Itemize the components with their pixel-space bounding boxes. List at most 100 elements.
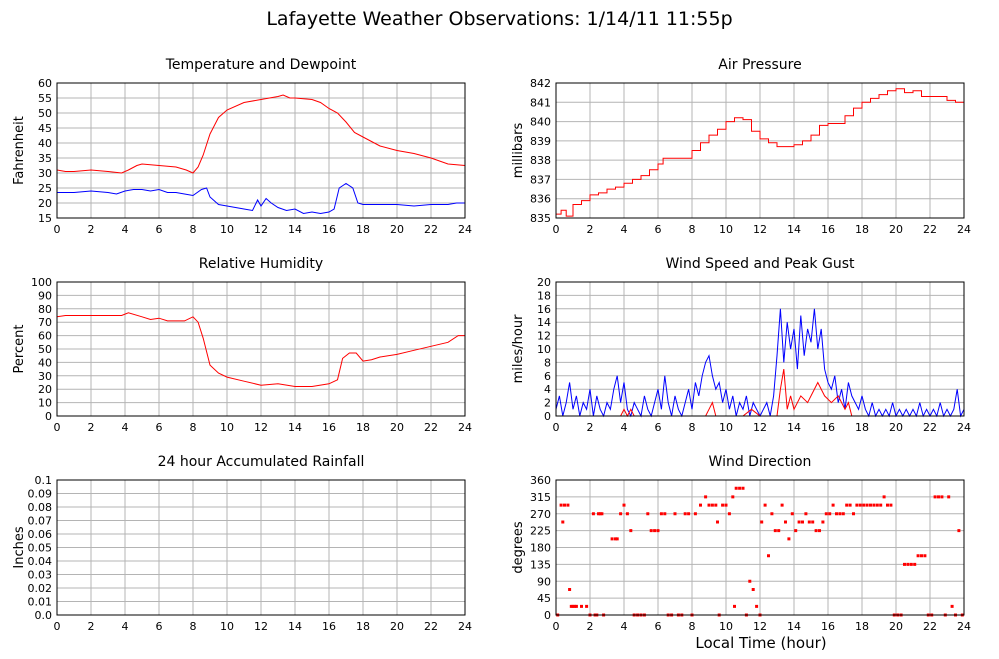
y-axis-label: miles/hour — [511, 314, 526, 383]
data-point — [571, 604, 575, 608]
x-tick-label: 6 — [655, 223, 662, 236]
data-point — [882, 495, 886, 499]
data-point — [790, 512, 794, 516]
y-tick-label: 8 — [544, 356, 551, 369]
x-tick-label: 18 — [356, 223, 370, 236]
data-point — [559, 503, 563, 507]
data-point — [649, 529, 653, 533]
x-tick-label: 16 — [821, 223, 835, 236]
data-point — [937, 495, 940, 499]
y-tick-label: 10 — [38, 397, 52, 410]
data-point — [659, 512, 663, 516]
data-point — [625, 512, 629, 516]
chart-title: Temperature and Dewpoint — [165, 57, 357, 73]
chart-title: Relative Humidity — [199, 256, 323, 272]
plot-frame — [555, 479, 965, 616]
x-tick-label: 18 — [855, 421, 869, 434]
page-title: Lafayette Weather Observations: 1/14/11 … — [266, 8, 733, 30]
y-tick-label: 100 — [31, 276, 52, 289]
y-tick-label: 45 — [537, 592, 551, 605]
x-tick-label: 10 — [719, 620, 733, 633]
x-tick-label: 20 — [889, 620, 903, 633]
x-tick-label: 0 — [54, 223, 61, 236]
x-tick-label: 4 — [621, 223, 628, 236]
data-point — [916, 554, 920, 558]
y-tick-label: 25 — [38, 182, 52, 195]
chart-title: Air Pressure — [718, 57, 801, 73]
y-tick-label: 14 — [537, 316, 551, 329]
y-tick-label: 0.06 — [28, 528, 53, 541]
data-point — [858, 503, 862, 507]
x-tick-label: 10 — [719, 421, 733, 434]
y-tick-label: 30 — [38, 370, 52, 383]
data-point — [748, 579, 752, 583]
x-tick-label: 24 — [957, 421, 971, 434]
y-tick-label: 2 — [544, 397, 551, 410]
y-tick-label: 0.04 — [28, 555, 53, 568]
data-point — [566, 503, 570, 507]
data-point — [828, 512, 832, 516]
data-point — [835, 512, 838, 516]
y-tick-label: 360 — [530, 474, 551, 487]
plot-frame — [56, 281, 466, 417]
data-point — [610, 537, 614, 541]
data-point — [573, 604, 577, 608]
y-tick-label: 0.03 — [28, 569, 53, 582]
data-point — [906, 562, 910, 566]
data-point — [733, 604, 736, 608]
y-tick-label: 18 — [537, 289, 551, 302]
plot-frame — [56, 479, 466, 616]
data-point — [780, 503, 784, 507]
data-point — [710, 503, 714, 507]
y-tick-label: 841 — [530, 96, 551, 109]
x-tick-label: 22 — [923, 620, 937, 633]
series-line-0 — [556, 88, 965, 217]
x-tick-label: 18 — [855, 223, 869, 236]
x-tick-label: 16 — [322, 421, 336, 434]
x-tick-label: 6 — [655, 620, 662, 633]
x-tick-label: 0 — [553, 223, 560, 236]
x-tick-label: 4 — [122, 620, 129, 633]
y-tick-label: 60 — [38, 330, 52, 343]
data-point — [646, 512, 650, 516]
y-tick-label: 0 — [544, 410, 551, 423]
x-tick-label: 8 — [190, 421, 197, 434]
y-tick-label: 15 — [38, 212, 52, 225]
data-point — [855, 503, 859, 507]
data-point — [777, 529, 781, 533]
data-point — [755, 604, 759, 608]
data-point — [852, 512, 855, 516]
data-point — [787, 537, 791, 541]
x-tick-label: 16 — [821, 421, 835, 434]
data-point — [940, 495, 944, 499]
x-tick-label: 6 — [156, 223, 163, 236]
x-tick-label: 18 — [356, 421, 370, 434]
x-tick-label: 2 — [88, 620, 95, 633]
data-point — [622, 503, 626, 507]
rainfall-chart: 0 2 4 6 8 10 12 14 16 18 20 22 240.00.010.020.030.04… — [12, 454, 472, 633]
x-tick-label: 16 — [322, 223, 336, 236]
x-tick-label: 12 — [254, 223, 268, 236]
y-tick-label: 0.09 — [28, 488, 53, 501]
y-tick-label: 0.05 — [28, 542, 53, 555]
x-tick-label: 20 — [390, 620, 404, 633]
data-point — [563, 503, 566, 507]
x-tick-label: 22 — [424, 620, 438, 633]
y-tick-label: 90 — [38, 289, 52, 302]
x-tick-label: 22 — [923, 421, 937, 434]
data-point — [879, 503, 883, 507]
y-tick-label: 40 — [38, 356, 52, 369]
data-point — [707, 503, 711, 507]
series-line-1 — [57, 182, 465, 215]
x-tick-label: 22 — [923, 223, 937, 236]
y-tick-label: 60 — [38, 77, 52, 90]
data-point — [848, 503, 852, 507]
y-tick-label: 55 — [38, 92, 52, 105]
data-point — [814, 529, 818, 533]
y-tick-label: 836 — [530, 193, 551, 206]
data-point — [751, 588, 755, 591]
y-tick-label: 0.0 — [35, 609, 53, 622]
data-point — [585, 604, 589, 608]
data-point — [619, 512, 623, 516]
x-tick-label: 2 — [587, 223, 594, 236]
